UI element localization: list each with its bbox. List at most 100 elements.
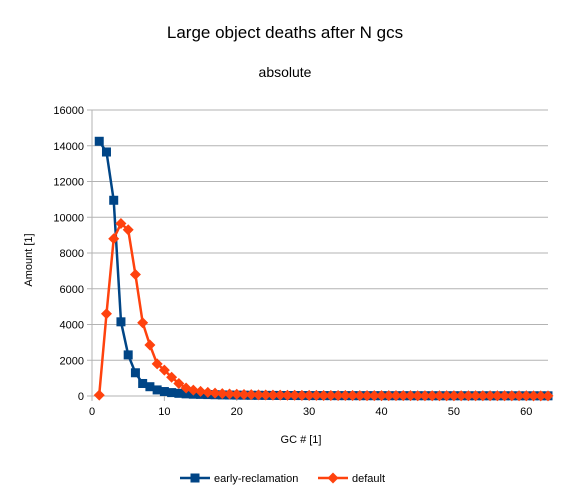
data-point-default-58 — [506, 390, 518, 402]
data-point-default-5 — [122, 224, 134, 236]
data-point-default-57 — [499, 390, 511, 402]
data-point-early-reclamation-11 — [167, 388, 177, 398]
data-point-default-34 — [332, 390, 344, 402]
data-point-default-6 — [129, 268, 141, 280]
y-tick-label-8: 16000 — [53, 105, 84, 117]
data-point-early-reclamation-3 — [109, 195, 119, 205]
data-point-default-30 — [303, 389, 315, 401]
data-point-default-52 — [462, 390, 474, 402]
legend-label-default: default — [352, 473, 385, 485]
y-tick-label-0: 0 — [78, 391, 84, 403]
data-point-default-26 — [274, 389, 286, 401]
y-tick-labels: 0 2000 4000 6000 8000 10000 12000 14000 16000 — [53, 105, 84, 403]
data-point-default-10 — [158, 364, 170, 376]
y-tick-label-4: 8000 — [60, 248, 84, 260]
data-point-default-61 — [528, 390, 540, 402]
grid-lines — [92, 109, 548, 361]
data-point-default-15 — [195, 385, 207, 397]
data-point-default-35 — [339, 390, 351, 402]
data-point-default-2 — [100, 308, 112, 320]
data-point-default-32 — [318, 389, 330, 401]
x-tick-label-2: 20 — [231, 406, 243, 418]
data-point-default-56 — [491, 390, 503, 402]
data-point-default-43 — [397, 390, 409, 402]
data-point-default-37 — [354, 390, 366, 402]
data-point-default-51 — [455, 390, 467, 402]
data-point-default-28 — [289, 389, 301, 401]
data-point-default-25 — [267, 389, 279, 401]
data-point-early-reclamation-13 — [181, 389, 191, 399]
x-tick-label-6: 60 — [520, 406, 532, 418]
data-point-default-21 — [238, 388, 250, 400]
data-point-default-63 — [542, 390, 554, 402]
data-point-default-17 — [209, 387, 221, 399]
data-point-default-41 — [383, 390, 395, 402]
data-point-default-4 — [115, 218, 127, 230]
series-points-early-reclamation — [94, 136, 553, 401]
x-tick-label-5: 50 — [448, 406, 460, 418]
chart-title: Large object deaths after N gcs — [167, 23, 403, 42]
x-tick-labels: 0 10 20 30 40 50 60 — [89, 406, 532, 418]
data-point-default-1 — [93, 389, 105, 401]
x-axis-label: GC # [1] — [281, 434, 322, 446]
data-point-default-8 — [144, 339, 156, 351]
data-point-early-reclamation-7 — [138, 378, 148, 388]
data-point-early-reclamation-8 — [145, 382, 155, 392]
y-tick-label-3: 6000 — [60, 284, 84, 296]
data-point-default-59 — [513, 390, 525, 402]
data-point-default-44 — [404, 390, 416, 402]
data-point-default-14 — [187, 384, 199, 396]
data-point-default-20 — [231, 388, 243, 400]
data-point-default-38 — [361, 390, 373, 402]
data-point-default-60 — [520, 390, 532, 402]
data-point-default-50 — [448, 390, 460, 402]
data-point-early-reclamation-10 — [159, 387, 169, 397]
x-tick-label-0: 0 — [89, 406, 95, 418]
data-point-early-reclamation-12 — [174, 388, 184, 398]
x-tick-label-1: 10 — [158, 406, 170, 418]
data-point-default-36 — [347, 390, 359, 402]
data-point-early-reclamation-1 — [94, 136, 104, 146]
data-point-default-19 — [224, 388, 236, 400]
data-point-default-62 — [535, 390, 547, 402]
legend-item-default: default — [318, 472, 385, 485]
data-point-default-11 — [166, 371, 178, 383]
y-tick-label-2: 4000 — [60, 320, 84, 332]
y-axis-label: Amount [1] — [23, 233, 35, 286]
data-point-default-7 — [137, 317, 149, 329]
data-point-early-reclamation-4 — [116, 317, 126, 327]
data-point-default-29 — [296, 389, 308, 401]
data-point-default-3 — [108, 233, 120, 245]
series-line-early-reclamation — [98, 140, 548, 398]
data-point-default-9 — [151, 358, 163, 370]
y-tick-label-5: 10000 — [53, 212, 84, 224]
data-point-default-54 — [477, 390, 489, 402]
legend-marker-default — [327, 472, 339, 484]
data-point-default-48 — [433, 390, 445, 402]
x-tick-label-4: 40 — [375, 406, 387, 418]
data-point-early-reclamation-2 — [101, 147, 111, 157]
data-point-early-reclamation-5 — [123, 350, 133, 360]
data-point-default-40 — [376, 390, 388, 402]
legend-label-early-reclamation: early-reclamation — [214, 473, 298, 485]
data-point-default-31 — [310, 389, 322, 401]
data-point-default-45 — [412, 390, 424, 402]
data-point-default-12 — [173, 377, 185, 389]
data-point-default-39 — [368, 390, 380, 402]
chart-subtitle: absolute — [259, 64, 312, 80]
y-tick-label-1: 2000 — [60, 355, 84, 367]
data-point-default-42 — [390, 390, 402, 402]
series-lines — [97, 140, 548, 398]
axes — [87, 109, 548, 401]
data-point-default-46 — [419, 390, 431, 402]
data-point-default-33 — [325, 389, 337, 401]
data-point-default-16 — [202, 386, 214, 398]
x-tick-label-3: 30 — [303, 406, 315, 418]
y-tick-label-6: 12000 — [53, 177, 84, 189]
y-tick-label-7: 14000 — [53, 141, 84, 153]
data-point-default-18 — [216, 388, 228, 400]
data-point-default-47 — [426, 390, 438, 402]
series-points-default — [93, 218, 554, 402]
data-point-default-23 — [252, 389, 264, 401]
